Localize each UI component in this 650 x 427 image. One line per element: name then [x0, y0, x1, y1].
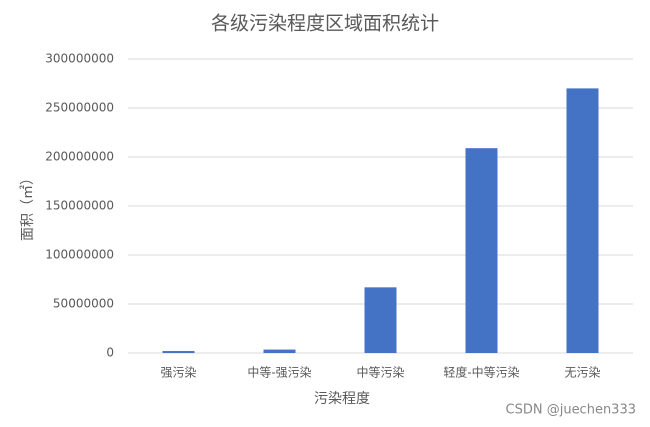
y-tick-label: 150000000 [45, 199, 114, 213]
y-tick-label: 0 [106, 346, 114, 360]
y-tick-label: 50000000 [53, 297, 114, 311]
x-tick-label: 中等污染 [356, 365, 404, 380]
y-tick-label: 250000000 [45, 101, 114, 115]
watermark: CSDN @juechen333 [506, 403, 636, 418]
y-tick-label: 200000000 [45, 150, 114, 164]
x-axis-title: 污染程度 [314, 391, 370, 407]
x-tick-label: 轻度-中等污染 [443, 365, 519, 380]
bar [566, 88, 599, 354]
y-tick-label: 300000000 [45, 52, 114, 66]
x-tick-label: 无污染 [564, 365, 600, 380]
bar [162, 351, 195, 353]
x-tick-label: 中等-强污染 [247, 365, 311, 380]
bar [263, 349, 296, 353]
bar [465, 148, 498, 353]
x-tick-label: 强污染 [160, 365, 196, 380]
y-tick-label: 100000000 [45, 248, 114, 262]
chart-title: 各级污染程度区域面积统计 [211, 13, 439, 35]
y-axis-title: 面积（㎡） [20, 171, 36, 241]
bar [364, 287, 397, 353]
